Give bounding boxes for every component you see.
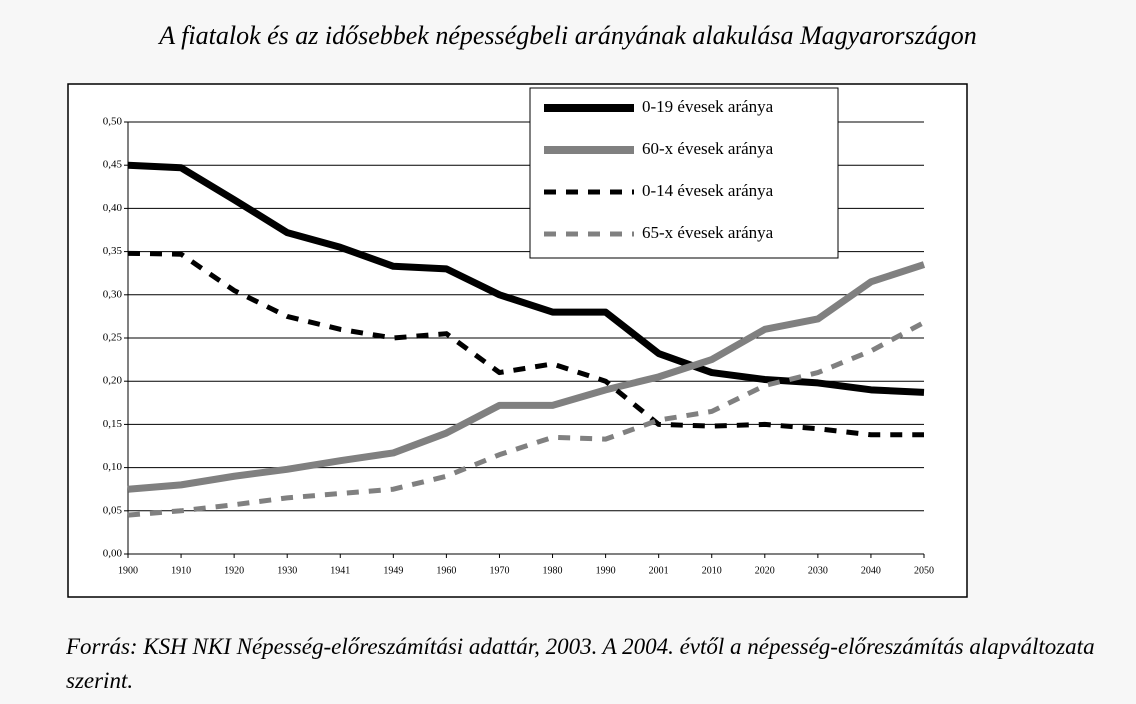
chart-title: A fiatalok és az idősebbek népességbeli … (157, 21, 976, 50)
y-tick-label: 0,20 (103, 375, 123, 387)
y-tick-label: 0,25 (103, 332, 123, 344)
y-tick-label: 0,35 (103, 245, 123, 257)
y-tick-label: 0,05 (103, 504, 123, 516)
x-tick-label: 1990 (596, 565, 616, 576)
plot: 0,00 0,05 0,10 0,15 0,20 0,25 0,30 0,35 0,40 0,45… (103, 87, 934, 576)
series-line (127, 320, 926, 518)
y-tick-label: 0,30 (103, 288, 123, 300)
legend-label: 0-14 évesek aránya (642, 181, 774, 200)
x-tick-label: 1949 (383, 565, 403, 576)
source-box: Forrás: KSH NKI Népesség-előreszámítási … (66, 634, 1095, 693)
x-tick-label: 1900 (118, 565, 138, 576)
series-line (127, 261, 926, 493)
x-tick-label: 2010 (702, 565, 722, 576)
x-tick-label: 1910 (171, 565, 191, 576)
x-tick-label: 2040 (861, 565, 881, 576)
x-tick-label: 2020 (755, 565, 775, 576)
y-tick-label: 0,45 (103, 159, 123, 171)
y-tick-label: 0,50 (103, 116, 123, 128)
legend-box (529, 87, 839, 259)
y-tick-label: 0,40 (103, 202, 123, 214)
x-tick-label: 2001 (649, 565, 669, 576)
legend-label: 0-19 évesek aránya (642, 97, 774, 116)
y-tick-label: 0,00 (103, 548, 123, 560)
x-tick-label: 1930 (277, 565, 297, 576)
x-tick-label: 2030 (808, 565, 828, 576)
y-tick-label: 0,15 (103, 418, 123, 430)
source: Forrás: KSH NKI Népesség-előreszámítási … (66, 634, 1095, 693)
series-line (127, 250, 924, 438)
x-tick-label: 1941 (330, 565, 350, 576)
legend-label: 65-x évesek aránya (642, 223, 774, 242)
x-tick-label: 1980 (543, 565, 563, 576)
x-tick-label: 2050 (914, 565, 934, 576)
y-tick-label: 0,10 (103, 461, 123, 473)
legend-label: 60-x évesek aránya (642, 139, 774, 158)
x-tick-label: 1960 (436, 565, 456, 576)
x-tick-label: 1970 (489, 565, 509, 576)
x-tick-label: 1920 (224, 565, 244, 576)
